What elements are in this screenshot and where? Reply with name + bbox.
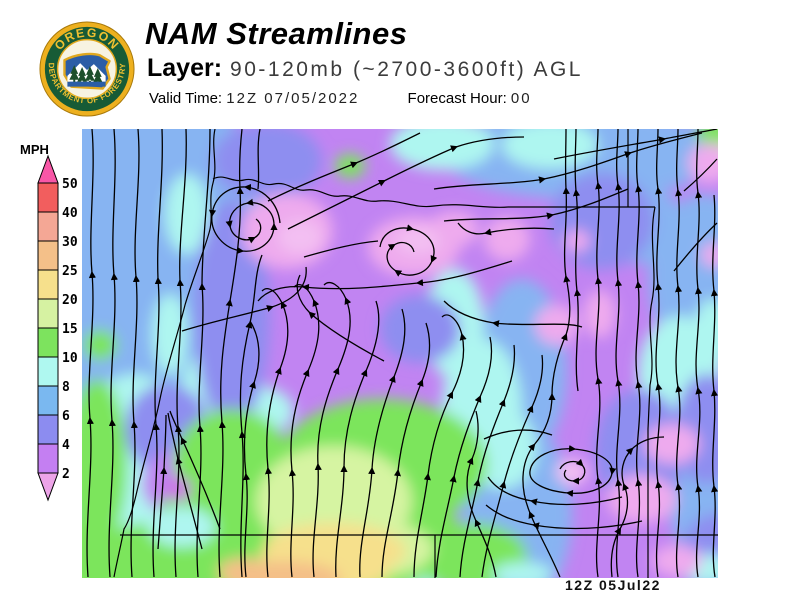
scale-arrow-top [37, 154, 59, 184]
water-strip [67, 81, 106, 87]
layer-row: Layer: 90-120mb (~2700-3600ft) AGL [147, 54, 583, 83]
forecast-hour-label: Forecast Hour: [407, 90, 507, 107]
layer-label: Layer: [147, 54, 223, 82]
snake-river-border [647, 206, 656, 578]
svg-text:25: 25 [62, 264, 78, 279]
streamlines [86, 129, 718, 578]
valid-time-label: Valid Time: [149, 90, 223, 107]
logo-state-scene [63, 52, 111, 90]
svg-text:6: 6 [62, 409, 70, 424]
svg-text:10: 10 [62, 351, 78, 366]
page-title: NAM Streamlines [145, 16, 408, 51]
columbia-river [212, 176, 509, 208]
scale-units-label: MPH [20, 142, 49, 157]
scale-segments [37, 182, 59, 474]
trees [69, 65, 103, 85]
streamline-map [82, 129, 718, 578]
valid-time-value: 12Z 07/05/2022 [226, 90, 360, 107]
layer-value: 90-120mb (~2700-3600ft) AGL [230, 58, 583, 81]
svg-text:20: 20 [62, 293, 78, 308]
forecast-hour-value: 00 [510, 90, 532, 107]
svg-text:15: 15 [62, 322, 78, 337]
svg-text:2: 2 [62, 467, 70, 482]
odf-logo: OREGON DEPARTMENT OF FORESTRY [39, 21, 135, 117]
wind-speed-scale: MPH 50 40 30 25 20 15 10 8 6 4 2 [20, 142, 78, 502]
map-timestamp: 12Z 05Jul22 [565, 577, 661, 593]
svg-text:40: 40 [62, 206, 78, 221]
scale-arrow-bottom [37, 472, 59, 502]
scale-tick-labels: 50 40 30 25 20 15 10 8 6 4 2 [62, 177, 78, 482]
svg-text:30: 30 [62, 235, 78, 250]
svg-text:8: 8 [62, 380, 70, 395]
time-row: Valid Time: 12Z 07/05/2022 Forecast Hour… [149, 90, 532, 107]
svg-text:4: 4 [62, 438, 70, 453]
svg-text:50: 50 [62, 177, 78, 192]
